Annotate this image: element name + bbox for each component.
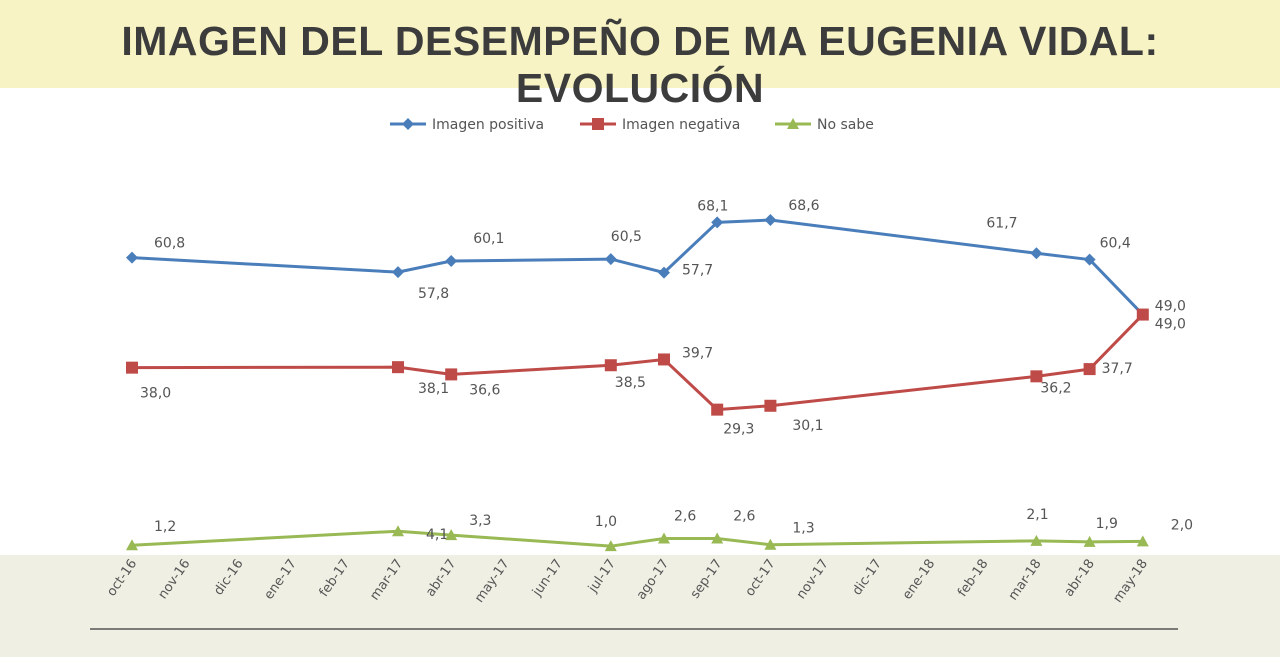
series-line [131,529,1143,548]
data-point [764,538,777,550]
data-label: 39,7 [682,345,713,361]
data-point [711,532,724,544]
data-label: 38,1 [418,381,449,397]
x-tick-label: ene-18 [900,557,938,603]
data-point [658,353,670,366]
legend-marker [592,118,604,130]
data-label: 60,5 [611,229,642,245]
x-tick-label: may-18 [1110,557,1151,606]
x-tick-label: feb-17 [317,557,353,600]
data-label: 1,0 [595,514,617,530]
legend-marker [402,118,414,130]
data-point [392,361,404,374]
data-point [126,251,138,264]
data-label: 1,9 [1096,516,1118,532]
data-point [445,368,458,381]
data-label: 38,0 [140,386,171,402]
series-line [131,313,1144,412]
data-label: 38,5 [615,375,646,391]
data-label: 68,1 [697,198,728,214]
data-label: 36,2 [1040,380,1071,396]
data-point [1030,534,1043,546]
x-tick-label: ene-17 [262,557,300,603]
data-label: 57,8 [418,286,449,302]
x-tick-label: nov-17 [794,557,832,602]
data-label: 1,3 [792,521,814,537]
data-label: 60,1 [473,231,504,247]
x-tick-label: nov-16 [156,557,194,602]
data-label: 37,7 [1102,361,1133,377]
data-label: 3,3 [469,513,491,529]
data-label: 2,6 [674,508,696,524]
data-point [1030,370,1043,383]
data-point [1083,253,1096,266]
data-point [445,529,458,541]
x-tick-label: ago-17 [634,557,672,603]
title-band [0,0,1280,88]
legend-label: Imagen positiva [432,117,544,133]
data-label: 2,6 [733,508,755,524]
data-label: 1,2 [154,519,176,535]
data-label: 61,7 [986,215,1017,231]
data-label: 4,1 [426,527,448,543]
x-tick-label: abr-18 [1062,557,1098,600]
x-tick-label: abr-17 [423,557,459,600]
data-label: 49,0 [1155,317,1186,333]
data-point [126,539,138,551]
data-point [392,266,404,279]
x-tick-label: dic-17 [850,557,885,599]
x-tick-label: oct-16 [104,557,140,600]
data-point [1136,535,1149,547]
x-tick-label: mar-18 [1006,557,1045,604]
data-label: 68,6 [788,198,819,214]
chart-title: IMAGEN DEL DESEMPEÑO DE MA EUGENIA VIDAL… [121,18,1159,111]
data-label: 30,1 [792,418,823,434]
data-point [658,266,670,279]
x-tick-label: oct-17 [743,557,779,600]
data-point [604,359,617,372]
data-label: 49,0 [1155,299,1186,315]
data-point [1136,308,1149,321]
data-point [1083,535,1096,547]
data-label: 2,0 [1171,517,1193,533]
data-label: 57,7 [682,263,713,279]
x-tick-label: feb-18 [955,557,991,600]
data-label: 2,1 [1026,507,1048,523]
legend-label: No sabe [817,117,874,133]
data-label: 36,6 [469,382,500,398]
data-point [1030,247,1043,260]
data-point [1083,363,1096,376]
x-tick-label: dic-16 [211,557,246,599]
data-point [764,399,777,412]
x-tick-label: jul-17 [585,557,619,596]
data-point [604,540,617,552]
data-point [764,214,777,227]
data-label: 60,4 [1100,236,1131,252]
x-tick-label: may-17 [472,557,513,606]
data-point [711,403,724,416]
x-tick-label: mar-17 [367,557,406,604]
data-label: 60,8 [154,236,185,252]
x-tick-label: jun-17 [529,557,566,600]
legend-label: Imagen negativa [622,117,740,133]
x-tick-label: sep-17 [688,557,726,602]
data-point [658,532,670,544]
data-label: 29,3 [723,422,754,438]
legend-marker [787,118,799,129]
data-point [445,255,458,268]
data-point [711,216,724,229]
axis-band [0,555,1280,657]
data-point [604,253,617,266]
data-point [126,361,138,374]
data-point [392,525,404,537]
series-line [131,218,1144,316]
